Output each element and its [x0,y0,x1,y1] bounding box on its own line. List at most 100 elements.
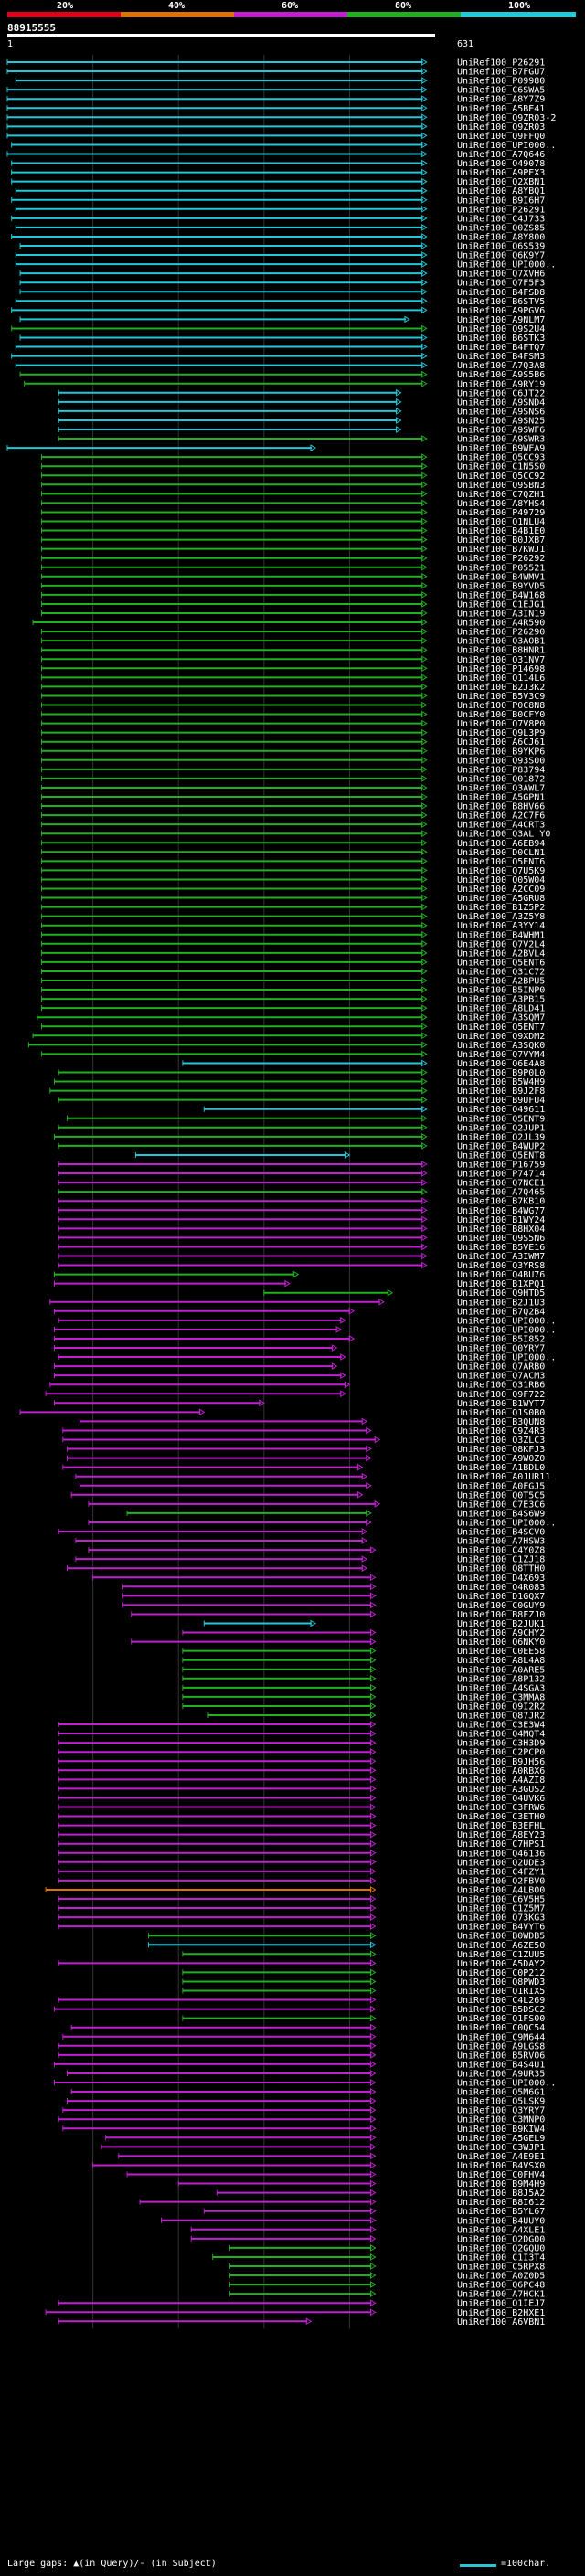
hit-label[interactable]: UniRef100_Q9HTD5 [457,1288,545,1299]
hit-label[interactable]: UniRef100_A9SND4 [457,398,545,408]
hit-label[interactable]: UniRef100_A5GPN1 [457,793,545,803]
hit-label[interactable]: UniRef100_C4L269 [457,1996,545,2006]
hit-label[interactable]: UniRef100_Q4BU76 [457,1270,545,1280]
hit-label[interactable]: UniRef100_A2CC09 [457,885,545,895]
hit-label[interactable]: UniRef100_Q5ENT6 [457,958,545,968]
hit-label[interactable]: UniRef100_C6V5H5 [457,1895,545,1905]
hit-label[interactable]: UniRef100_B6STV5 [457,297,545,307]
hit-label[interactable]: UniRef100_Q2GQU0 [457,2243,545,2253]
hit-label[interactable]: UniRef100_UPI000.. [457,1518,556,1528]
hit-label[interactable]: UniRef100_Q1NLU4 [457,517,545,527]
hit-label[interactable]: UniRef100_C3WJP1 [457,2143,545,2153]
hit-label[interactable]: UniRef100_A9PGV6 [457,306,545,316]
hit-label[interactable]: UniRef100_Q9L3P9 [457,728,545,738]
hit-label[interactable]: UniRef100_A0RBX6 [457,1766,545,1776]
hit-label[interactable]: UniRef100_A5GEL9 [457,2134,545,2144]
hit-label[interactable]: UniRef100_C3H3D9 [457,1739,545,1749]
hit-label[interactable]: UniRef100_Q8KFJ3 [457,1445,545,1455]
hit-label[interactable]: UniRef100_B5DSC2 [457,2005,545,2015]
hit-label[interactable]: UniRef100_P14698 [457,664,545,674]
hit-label[interactable]: UniRef100_A9CHY2 [457,1628,545,1638]
hit-label[interactable]: UniRef100_Q2DG00 [457,2234,545,2244]
hit-label[interactable]: UniRef100_Q3YRS8 [457,1261,545,1271]
hit-label[interactable]: UniRef100_Q8TTH0 [457,1564,545,1574]
hit-label[interactable]: UniRef100_P05521 [457,563,545,573]
hit-label[interactable]: UniRef100_B2J1U3 [457,1298,545,1308]
hit-label[interactable]: UniRef100_C7QZH1 [457,490,545,500]
hit-label[interactable]: UniRef100_C1ZJ18 [457,1555,545,1565]
hit-label[interactable]: UniRef100_P26291 [457,58,545,69]
hit-label[interactable]: UniRef100_Q3AOB1 [457,637,545,647]
hit-label[interactable]: UniRef100_D4X693 [457,1574,545,1584]
hit-label[interactable]: UniRef100_A9SWR3 [457,435,545,445]
hit-label[interactable]: UniRef100_C1N5S0 [457,462,545,472]
hit-label[interactable]: UniRef100_Q9S2U4 [457,324,545,334]
hit-label[interactable]: UniRef100_B5INP0 [457,986,545,996]
hit-label[interactable]: UniRef100_B3QUN8 [457,1417,545,1427]
hit-label[interactable]: UniRef100_Q05W04 [457,875,545,885]
hit-label[interactable]: UniRef100_Q5ENT8 [457,1150,545,1161]
hit-label[interactable]: UniRef100_B9YVD5 [457,581,545,591]
hit-label[interactable]: UniRef100_A9SNS6 [457,407,545,417]
hit-label[interactable]: UniRef100_Q9FFQ0 [457,132,545,142]
hit-label[interactable]: UniRef100_B4WUP2 [457,1141,545,1151]
hit-label[interactable]: UniRef100_Q7XVH6 [457,270,545,280]
hit-label[interactable]: UniRef100_A0FGJ5 [457,1481,545,1491]
hit-label[interactable]: UniRef100_Q31RB6 [457,1381,545,1391]
hit-label[interactable]: UniRef100_B9P0L0 [457,1068,545,1078]
hit-label[interactable]: UniRef100_P16759 [457,1161,545,1171]
hit-label[interactable]: UniRef100_B0CFY0 [457,710,545,720]
hit-label[interactable]: UniRef100_B8I612 [457,2198,545,2208]
hit-label[interactable]: UniRef100_A8L4A8 [457,1656,545,1666]
hit-label[interactable]: UniRef100_B3EFHL [457,1821,545,1831]
hit-label[interactable]: UniRef100_Q7F5F3 [457,279,545,289]
hit-label[interactable]: UniRef100_A7Q646 [457,150,545,160]
hit-label[interactable]: UniRef100_Q6NKY0 [457,1638,545,1648]
hit-label[interactable]: UniRef100_A0Z0D5 [457,2272,545,2282]
hit-label[interactable]: UniRef100_B0WDB5 [457,1932,545,1942]
hit-label[interactable]: UniRef100_D1GQX7 [457,1592,545,1602]
hit-label[interactable]: UniRef100_A7HSW3 [457,1537,545,1547]
hit-label[interactable]: UniRef100_Q9XDM2 [457,1032,545,1042]
hit-label[interactable]: UniRef100_C3MNP0 [457,2115,545,2125]
hit-label[interactable]: UniRef100_A8EY23 [457,1830,545,1840]
hit-label[interactable]: UniRef100_A8LD41 [457,1004,545,1014]
hit-label[interactable]: UniRef100_C5RPX8 [457,2263,545,2273]
hit-label[interactable]: UniRef100_A8YHS4 [457,499,545,509]
hit-label[interactable]: UniRef100_B4FSD8 [457,288,545,298]
hit-label[interactable]: UniRef100_P83794 [457,765,545,775]
hit-label[interactable]: UniRef100_B1WYT7 [457,1399,545,1409]
hit-label[interactable]: UniRef100_A1BDL0 [457,1463,545,1473]
hit-label[interactable]: UniRef100_B4WG77 [457,1206,545,1216]
hit-label[interactable]: UniRef100_Q73KG3 [457,1913,545,1924]
hit-label[interactable]: UniRef100_C3E3W4 [457,1721,545,1731]
hit-label[interactable]: UniRef100_A8Y7Z9 [457,95,545,105]
hit-label[interactable]: UniRef100_A9RY19 [457,379,545,389]
hit-label[interactable]: UniRef100_Q2FBV0 [457,1876,545,1886]
hit-label[interactable]: UniRef100_B7KB10 [457,1197,545,1207]
hit-label[interactable]: UniRef100_O49078 [457,159,545,169]
hit-label[interactable]: UniRef100_B9YKP6 [457,747,545,757]
hit-label[interactable]: UniRef100_A3YY14 [457,921,545,931]
hit-label[interactable]: UniRef100_Q6K9Y7 [457,251,545,261]
hit-label[interactable]: UniRef100_B5V3C9 [457,692,545,702]
hit-label[interactable]: UniRef100_C0QC54 [457,2023,545,2033]
hit-label[interactable]: UniRef100_A2BPU5 [457,977,545,987]
hit-label[interactable]: UniRef100_B4VSX0 [457,2161,545,2171]
hit-label[interactable]: UniRef100_Q2JUP1 [457,1123,545,1133]
hit-label[interactable]: UniRef100_C6SWA5 [457,86,545,96]
hit-label[interactable]: UniRef100_B8J5A2 [457,2189,545,2199]
hit-label[interactable]: UniRef100_B9KIW4 [457,2125,545,2135]
hit-label[interactable]: UniRef100_A4XLE1 [457,2225,545,2235]
hit-label[interactable]: UniRef100_A4E9E1 [457,2152,545,2162]
hit-label[interactable]: UniRef100_A7Q3A8 [457,361,545,371]
hit-label[interactable]: UniRef100_B8HV66 [457,802,545,812]
hit-label[interactable]: UniRef100_A8YBQ1 [457,186,545,196]
hit-label[interactable]: UniRef100_A3IN19 [457,610,545,620]
hit-label[interactable]: UniRef100_C9Z4R3 [457,1426,545,1436]
hit-label[interactable]: UniRef100_Q6PC48 [457,2281,545,2291]
hit-label[interactable]: UniRef100_Q2JL39 [457,1132,545,1142]
hit-label[interactable]: UniRef100_A3Z5Y8 [457,912,545,922]
hit-label[interactable]: UniRef100_B7KWJ1 [457,545,545,555]
hit-label[interactable]: UniRef100_Q7V8P0 [457,719,545,729]
